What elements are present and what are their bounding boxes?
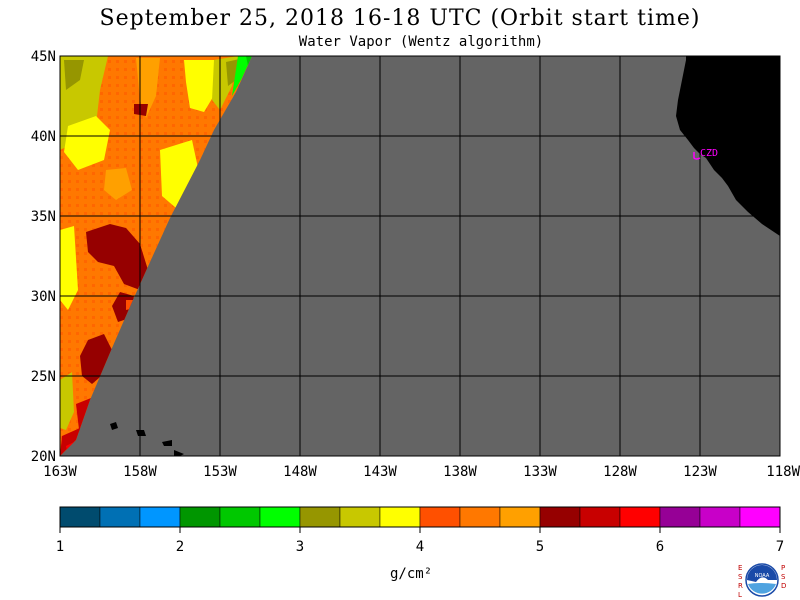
colorbar-tick-label: 3 — [296, 539, 304, 555]
colorbar-swatch — [339, 506, 381, 528]
colorbar-swatch — [139, 506, 181, 528]
lon-tick-label: 148W — [283, 464, 317, 480]
island-oahu — [136, 430, 146, 436]
colorbar-units: g/cm² — [390, 566, 433, 582]
lat-tick-label: 30N — [31, 289, 56, 305]
map-frame — [59, 55, 781, 457]
lon-tick-label: 158W — [123, 464, 157, 480]
lon-tick-label: 128W — [603, 464, 637, 480]
colorbar-swatch — [299, 506, 341, 528]
lat-tick-label: 45N — [31, 49, 56, 65]
colorbar-swatch — [699, 506, 741, 528]
colorbar-swatch — [539, 506, 581, 528]
svg-text:L: L — [738, 591, 742, 599]
lon-tick-label: 163W — [43, 464, 77, 480]
colorbar-swatch — [179, 506, 221, 528]
lat-tick-label: 20N — [31, 449, 56, 465]
svg-text:D: D — [781, 582, 786, 590]
colorbar-tick-label: 7 — [776, 539, 784, 555]
svg-text:S: S — [738, 573, 743, 581]
colorbar-tick-label: 4 — [416, 539, 424, 555]
esrl-letters: E — [738, 564, 742, 572]
svg-text:S: S — [781, 573, 786, 581]
lon-tick-label: 118W — [766, 464, 800, 480]
colorbar-swatch — [419, 506, 461, 528]
colorbar-swatch — [59, 506, 101, 528]
colorbar-tick-label: 5 — [536, 539, 544, 555]
island-kauai — [110, 422, 118, 430]
station-czd: CZD — [693, 148, 718, 160]
colorbar-swatch — [499, 506, 541, 528]
colorbar-swatch — [99, 506, 141, 528]
latitude-labels: 45N 40N 35N 30N 25N 20N — [31, 49, 56, 465]
colorbar-swatch — [259, 506, 301, 528]
colorbar-swatch — [219, 506, 261, 528]
colorbar-tick-label: 2 — [176, 539, 184, 555]
lat-tick-label: 35N — [31, 209, 56, 225]
colorbar-swatch — [619, 506, 661, 528]
land-mask — [676, 56, 780, 236]
svg-text:NOAA: NOAA — [755, 573, 770, 579]
lat-tick-label: 40N — [31, 129, 56, 145]
lon-tick-label: 153W — [203, 464, 237, 480]
noaa-logo: E S R L NOAA P S D — [738, 563, 786, 599]
station-label: CZD — [700, 148, 718, 159]
colorbar — [59, 506, 781, 528]
colorbar-tick-label: 1 — [56, 539, 64, 555]
lon-tick-label: 138W — [443, 464, 477, 480]
colorbar-swatch — [579, 506, 621, 528]
map-title: September 25, 2018 16-18 UTC (Orbit star… — [99, 6, 701, 31]
colorbar-swatch — [739, 506, 781, 528]
lat-tick-label: 25N — [31, 369, 56, 385]
colorbar-swatch — [659, 506, 701, 528]
svg-text:R: R — [738, 582, 743, 590]
lon-tick-label: 123W — [683, 464, 717, 480]
island-hawaii — [174, 450, 184, 456]
lon-tick-label: 143W — [363, 464, 397, 480]
psd-letters: P — [781, 564, 785, 572]
colorbar-swatch — [379, 506, 421, 528]
station-marker-icon — [693, 152, 701, 160]
colorbar-labels: 1 2 3 4 5 6 7 — [56, 527, 784, 555]
island-maui — [162, 440, 172, 446]
colorbar-swatch — [459, 506, 501, 528]
longitude-labels: 163W 158W 153W 148W 143W 138W 133W 128W 123W 118W — [43, 464, 800, 480]
map-subtitle: Water Vapor (Wentz algorithm) — [298, 34, 544, 50]
lon-tick-label: 133W — [523, 464, 557, 480]
colorbar-tick-label: 6 — [656, 539, 664, 555]
